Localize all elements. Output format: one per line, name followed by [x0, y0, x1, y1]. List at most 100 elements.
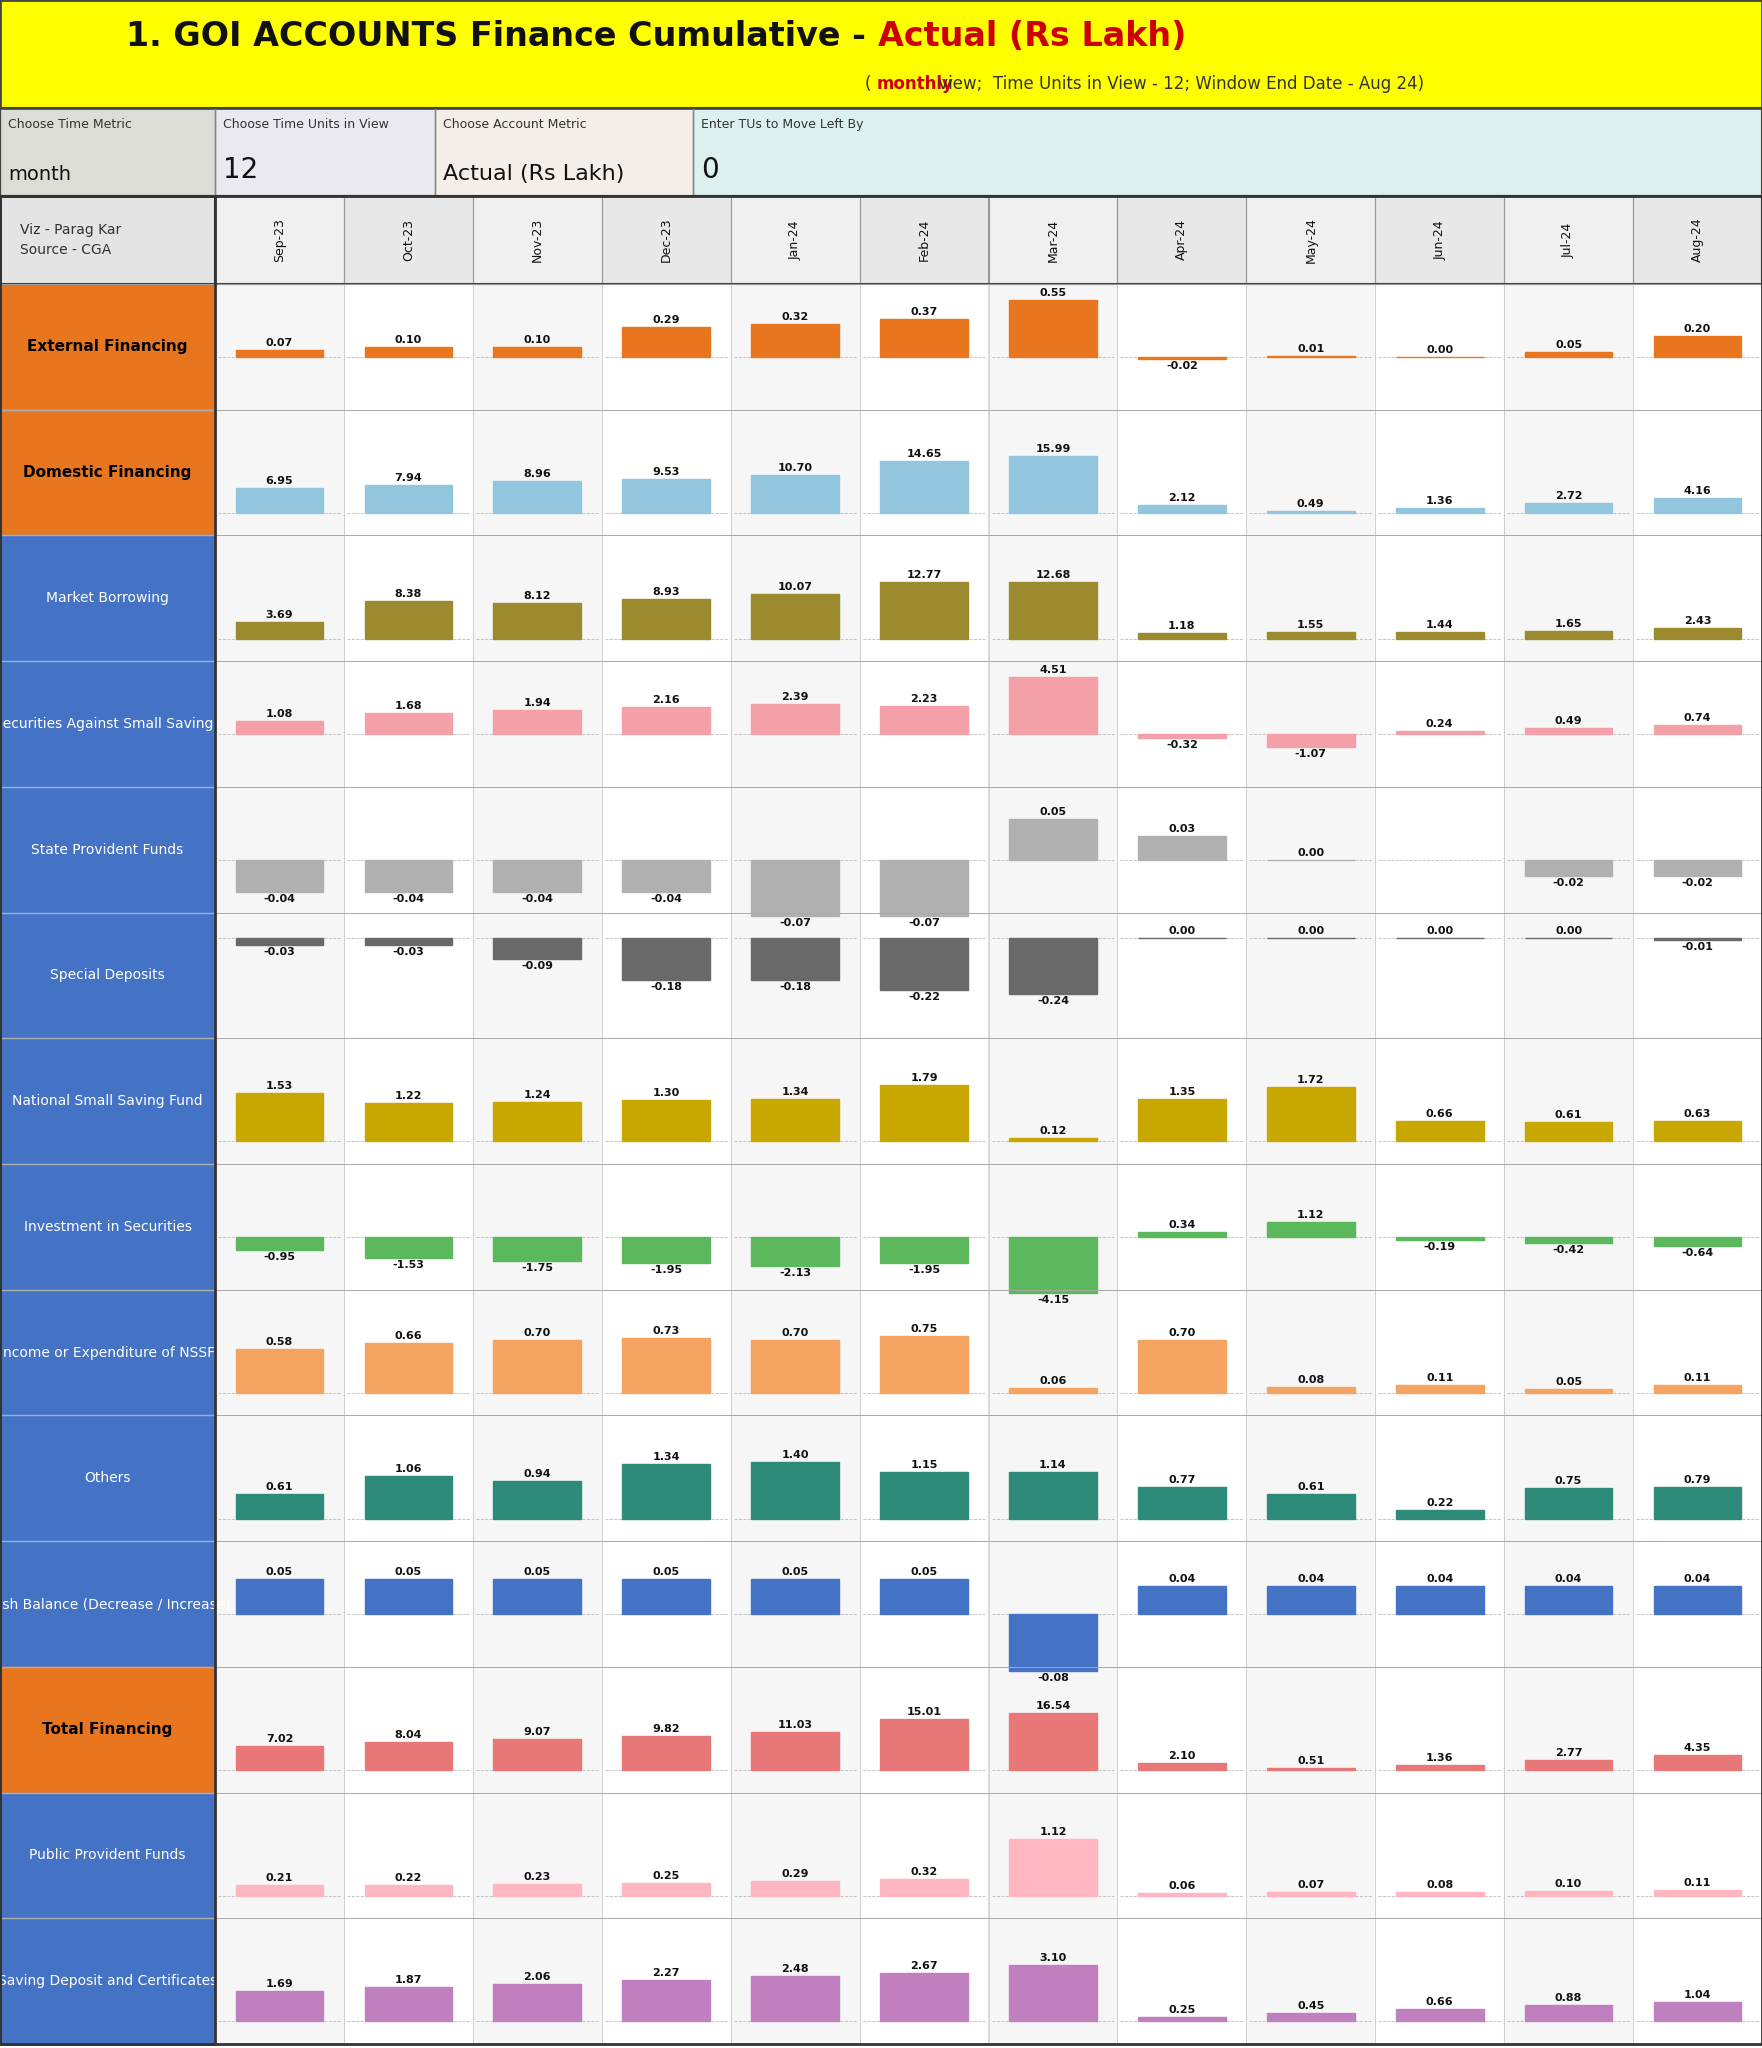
Bar	[1246, 197, 1376, 285]
Text: -0.95: -0.95	[264, 1251, 296, 1262]
Text: 1.22: 1.22	[395, 1092, 423, 1102]
Text: 0.03: 0.03	[1168, 823, 1195, 834]
Bar	[1010, 1964, 1096, 2021]
Bar	[493, 1237, 581, 1262]
Text: 1.12: 1.12	[1040, 1827, 1066, 1837]
Text: 0.00: 0.00	[1425, 344, 1454, 354]
Bar	[1117, 1163, 1246, 1290]
Text: Investment in Securities: Investment in Securities	[23, 1221, 192, 1233]
Bar	[1376, 1038, 1505, 1163]
Text: -0.07: -0.07	[779, 918, 811, 928]
Text: -1.95: -1.95	[650, 1266, 682, 1276]
Text: -1.53: -1.53	[393, 1260, 425, 1270]
Bar	[988, 1163, 1117, 1290]
Bar	[603, 1415, 731, 1542]
Text: 0.06: 0.06	[1040, 1376, 1066, 1386]
Bar	[236, 1493, 322, 1518]
Bar	[1376, 1667, 1505, 1792]
Bar	[751, 1237, 839, 1266]
Bar	[1655, 1384, 1741, 1393]
Bar	[472, 197, 603, 285]
Bar	[603, 1542, 731, 1667]
Bar	[1396, 731, 1484, 733]
Bar	[236, 1350, 322, 1393]
Text: 2.10: 2.10	[1168, 1751, 1196, 1761]
Bar	[215, 1792, 344, 1919]
Bar	[603, 1919, 731, 2044]
Text: -0.04: -0.04	[522, 895, 553, 903]
Bar	[1376, 1290, 1505, 1415]
Text: 0.24: 0.24	[1425, 719, 1454, 729]
Bar	[1655, 1237, 1741, 1245]
Bar	[860, 662, 988, 786]
Bar	[1505, 1667, 1633, 1792]
Bar	[860, 786, 988, 913]
Text: 0.11: 0.11	[1684, 1372, 1711, 1382]
Text: Market Borrowing: Market Borrowing	[46, 592, 169, 606]
Bar	[1267, 1386, 1355, 1393]
Bar	[988, 913, 1117, 1038]
Bar	[1246, 1415, 1376, 1542]
Bar	[344, 1792, 472, 1919]
Text: 0.75: 0.75	[911, 1325, 937, 1333]
Bar	[1505, 535, 1633, 662]
Bar	[1524, 1585, 1612, 1614]
Bar	[1117, 285, 1246, 410]
Bar	[988, 913, 1117, 1038]
Text: 0.66: 0.66	[1425, 1108, 1454, 1118]
Bar	[1267, 1585, 1355, 1614]
Bar	[881, 938, 967, 989]
Text: 4.51: 4.51	[1040, 666, 1066, 676]
Text: 1. GOI ACCOUNTS Finance Cumulative -: 1. GOI ACCOUNTS Finance Cumulative -	[127, 20, 877, 53]
Text: Actual (Rs Lakh): Actual (Rs Lakh)	[442, 164, 624, 184]
Bar	[236, 938, 322, 944]
Bar	[1633, 1290, 1762, 1415]
Bar	[236, 1579, 322, 1614]
Text: 6.95: 6.95	[266, 477, 292, 485]
Text: 12: 12	[224, 156, 259, 184]
Bar	[1138, 356, 1226, 358]
Bar	[0, 1919, 215, 2044]
Bar	[215, 1919, 344, 2044]
Text: -0.42: -0.42	[1552, 1245, 1584, 1255]
Bar	[751, 860, 839, 915]
Bar	[344, 1919, 472, 2044]
Bar	[603, 285, 731, 410]
Text: Others: Others	[85, 1470, 130, 1485]
Text: 0.45: 0.45	[1297, 2001, 1325, 2011]
Bar	[472, 197, 603, 285]
Bar	[0, 1792, 1762, 1919]
Bar	[472, 913, 603, 1038]
Bar	[603, 1919, 731, 2044]
Bar	[603, 1792, 731, 1919]
Text: 1.15: 1.15	[911, 1460, 937, 1470]
Bar	[1138, 733, 1226, 737]
Bar	[215, 410, 344, 535]
Text: 1.53: 1.53	[266, 1081, 292, 1092]
Bar	[1117, 1163, 1246, 1290]
Bar	[1505, 1290, 1633, 1415]
Text: 0.08: 0.08	[1297, 1374, 1325, 1384]
Bar	[365, 1743, 453, 1769]
Bar	[603, 913, 731, 1038]
Bar	[1524, 1489, 1612, 1518]
Bar	[731, 1415, 860, 1542]
Bar	[1524, 631, 1612, 639]
Text: 0.88: 0.88	[1554, 1993, 1582, 2003]
Bar	[1246, 1038, 1376, 1163]
Bar	[860, 410, 988, 535]
Bar	[1117, 1038, 1246, 1163]
Bar	[344, 1290, 472, 1415]
Bar	[435, 109, 692, 197]
Text: 1.04: 1.04	[1684, 1991, 1711, 2001]
Bar	[1505, 913, 1633, 1038]
Bar	[0, 109, 215, 197]
Text: 0.04: 0.04	[1297, 1573, 1325, 1583]
Bar	[1117, 1415, 1246, 1542]
Bar	[860, 1667, 988, 1792]
Bar	[215, 197, 344, 285]
Bar	[344, 1415, 472, 1542]
Bar	[472, 535, 603, 662]
Text: Income or Expenditure of NSSF: Income or Expenditure of NSSF	[0, 1346, 215, 1360]
Bar	[988, 1290, 1117, 1415]
